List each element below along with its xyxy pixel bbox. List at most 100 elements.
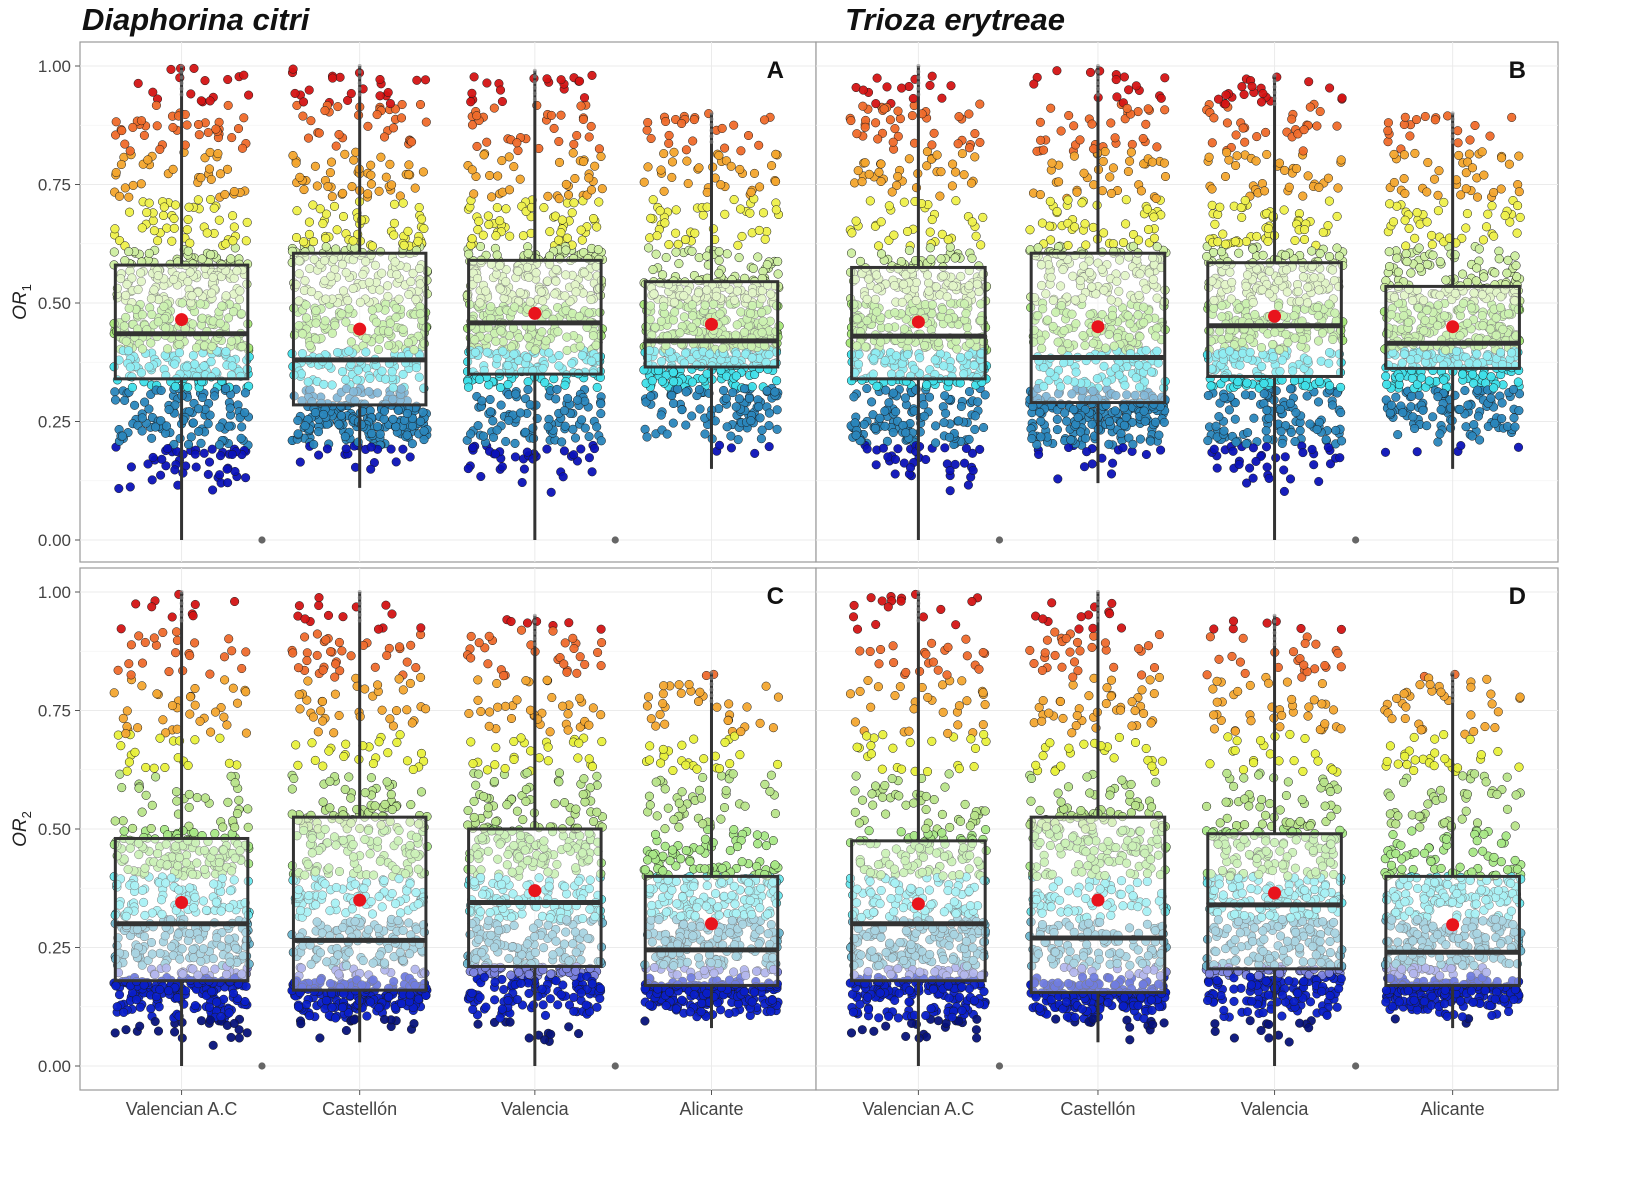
data-point	[681, 145, 691, 155]
data-point	[144, 198, 154, 208]
data-point	[510, 438, 520, 448]
data-point	[1335, 453, 1345, 463]
data-point	[363, 189, 373, 199]
data-point	[772, 424, 782, 434]
data-point	[341, 444, 351, 454]
data-point	[904, 154, 914, 164]
data-point	[577, 415, 587, 425]
whisker-point	[532, 74, 537, 79]
data-point	[643, 162, 653, 172]
data-point	[936, 254, 946, 264]
data-point	[1228, 446, 1238, 456]
data-point	[1220, 171, 1231, 182]
data-point	[731, 371, 741, 381]
data-point	[929, 128, 939, 138]
data-point	[590, 161, 600, 171]
data-point	[228, 211, 238, 221]
data-point	[183, 246, 193, 256]
data-point	[951, 196, 961, 206]
data-point	[1063, 240, 1073, 250]
data-point	[366, 442, 376, 452]
data-point	[753, 252, 763, 262]
data-point	[576, 101, 586, 111]
data-point	[183, 214, 193, 225]
data-point	[1143, 104, 1153, 114]
data-point	[197, 254, 207, 264]
data-point	[980, 390, 990, 400]
data-point	[1207, 200, 1217, 210]
data-point	[1334, 251, 1344, 261]
data-point	[1121, 195, 1131, 205]
data-point	[879, 104, 889, 114]
data-point	[1291, 164, 1302, 174]
data-point	[1147, 157, 1158, 167]
data-point	[497, 462, 507, 472]
data-point	[764, 421, 774, 431]
data-point	[1263, 224, 1273, 234]
data-point	[1036, 135, 1046, 145]
data-point	[1152, 142, 1162, 152]
data-point	[375, 429, 385, 439]
data-point	[682, 156, 692, 166]
data-point	[770, 387, 780, 397]
whisker-point	[532, 68, 537, 73]
data-point	[1222, 118, 1232, 128]
data-point	[1262, 462, 1272, 472]
data-point	[1315, 106, 1325, 117]
data-point	[1108, 163, 1118, 173]
data-point	[887, 187, 897, 197]
data-point	[720, 209, 730, 219]
data-point	[596, 409, 606, 419]
data-point	[596, 436, 606, 446]
data-point	[874, 167, 884, 177]
data-point	[329, 201, 340, 211]
data-point	[889, 230, 899, 240]
data-point	[338, 188, 348, 198]
data-point	[168, 122, 178, 133]
data-point	[735, 164, 745, 174]
data-point	[1303, 171, 1313, 181]
data-point	[1159, 417, 1169, 427]
data-point	[876, 159, 886, 169]
outlier-point	[611, 536, 619, 544]
data-point	[127, 382, 137, 392]
data-point	[659, 186, 669, 196]
data-point	[215, 451, 226, 461]
data-point	[1036, 432, 1046, 442]
data-point	[126, 462, 136, 472]
data-point	[714, 150, 724, 161]
data-point	[1249, 413, 1259, 423]
data-point	[867, 397, 877, 407]
data-point	[148, 87, 158, 97]
data-point	[1122, 103, 1132, 113]
data-point	[771, 149, 781, 159]
data-point	[1123, 166, 1133, 177]
data-point	[1259, 389, 1269, 399]
data-point	[525, 400, 535, 410]
data-point	[652, 231, 662, 241]
data-point	[328, 73, 338, 83]
data-point	[153, 236, 163, 246]
data-point	[504, 152, 514, 162]
data-point	[552, 384, 562, 394]
data-point	[1277, 438, 1287, 448]
data-point	[472, 111, 482, 121]
data-point	[474, 216, 484, 226]
data-point	[584, 173, 594, 183]
data-point	[321, 242, 331, 252]
data-point	[1262, 149, 1272, 160]
data-point	[639, 177, 649, 187]
data-point	[478, 431, 489, 441]
data-point	[214, 440, 225, 450]
data-point	[1025, 225, 1035, 235]
data-point	[943, 235, 953, 245]
data-point	[310, 161, 320, 171]
data-point	[504, 185, 515, 195]
data-point	[658, 270, 668, 280]
data-point	[561, 245, 571, 255]
data-point	[572, 130, 582, 141]
data-point	[137, 426, 147, 436]
data-point	[1304, 77, 1314, 87]
data-point	[1116, 429, 1126, 439]
